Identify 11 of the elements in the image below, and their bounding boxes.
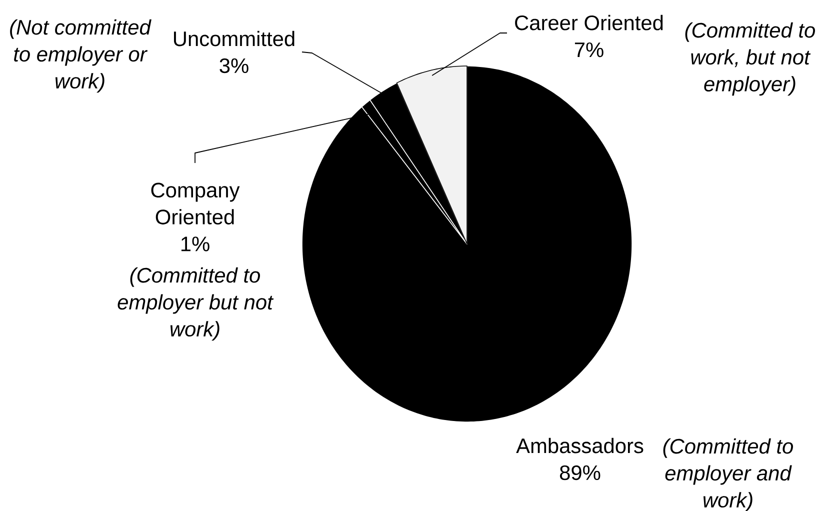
data-label: 89% [560,465,600,480]
data-label: 3% [220,58,248,74]
slice-label: Ambassadors [516,438,644,454]
slice-label: Company Oriented [151,182,240,224]
slice-label: Uncommitted [174,30,294,46]
data-label: 1% [181,236,210,252]
text: (Committed to work, but not employer) [685,22,816,96]
text: (Committed to employer but not work) [118,267,274,341]
data-label: 7% [574,42,604,58]
text: (Not committed to employer or work) [10,19,152,93]
slice-label: Career Oriented [515,14,663,30]
